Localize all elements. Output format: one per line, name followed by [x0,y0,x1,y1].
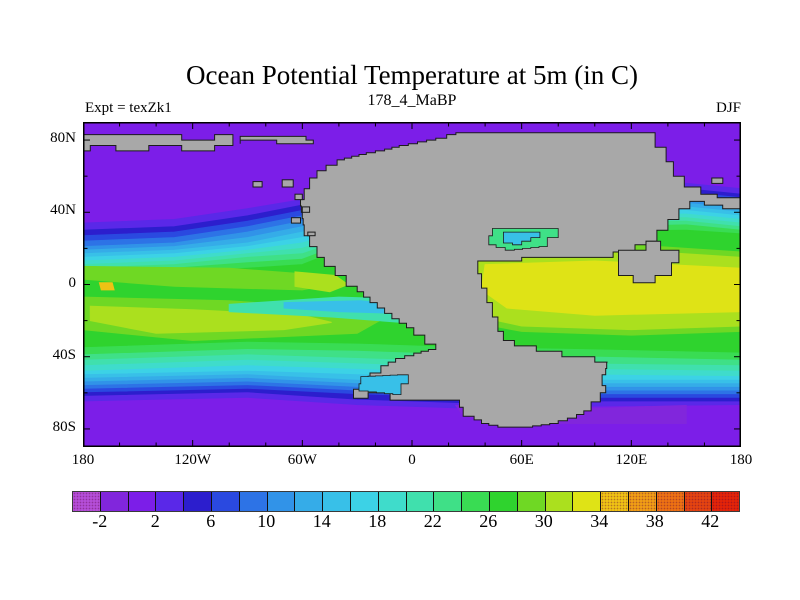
colorbar-cell [183,492,211,511]
y-tick-label: 40N [50,202,76,219]
colorbar [72,491,740,512]
tethys-bay-water-core [503,231,541,246]
colorbar-tick-label: 18 [368,511,387,531]
southwest-warm-core [89,305,332,334]
south-inlet-water [358,374,409,395]
plot-title: Ocean Potential Temperature at 5m (in C) [186,60,638,90]
x-tick-label: 60W [287,452,317,468]
map-layers [83,122,741,447]
plot-subtitle: 178_4_MaBP [367,92,457,109]
colorbar-cell [683,492,712,511]
colorbar-cell [349,492,378,511]
colorbar-cell [600,492,628,511]
plot-frame [83,122,741,447]
island [252,181,263,188]
colorbar-tick-label: 10 [257,511,276,531]
x-axis-labels: 180 120W 60W 0 60E 120E 180 [72,452,753,472]
contour-map [82,122,742,447]
x-tick-label: 120W [174,452,212,468]
colorbar-cell [322,492,350,511]
colorbar-tick-label: 26 [479,511,498,531]
island [281,179,294,188]
colorbar-cell [627,492,656,511]
colorbar-cell [572,492,601,511]
colorbar-tick-label: 42 [701,511,720,531]
pangaea-main [300,132,741,428]
colorbar-cell [433,492,462,511]
southeast-arm [618,240,680,284]
colorbar-tick-label: -2 [92,511,108,531]
y-tick-label: 40S [52,346,76,363]
colorbar-cell [210,492,239,511]
colorbar-cell [655,492,684,511]
colorbar-cell [266,492,295,511]
colorbar-cell [294,492,323,511]
island [290,217,301,224]
colorbar-tick-label: 22 [423,511,442,531]
y-tick-label: 80S [52,418,76,435]
colorbar-cell [516,492,545,511]
colorbar-tick-label: 14 [312,511,331,531]
x-tick-label: 0 [408,452,416,468]
colorbar-cell [488,492,517,511]
island [301,206,311,213]
y-tick-label: 80N [50,130,76,147]
x-tick-label: 60E [509,452,534,468]
westcoast-warm-patch [294,271,350,293]
colorbar-cell [238,492,267,511]
island [307,231,316,237]
colorbar-cell [461,492,489,511]
colorbar-tick-label: 30 [534,511,553,531]
experiment-label: Expt = texZk1 [85,100,172,116]
season-label: DJF [715,100,741,116]
colorbar-cell [127,492,156,511]
colorbar-cell [377,492,406,511]
tethys-warm-core [480,260,741,316]
colorbar-tick-label: 6 [206,511,216,531]
colorbar-cell [99,492,128,511]
colorbar-cell [73,492,100,511]
island [711,177,724,184]
y-axis-labels: 80N 40N 0 40S 80S [0,0,80,600]
north-polar-strip-west [83,134,234,152]
colorbar-cell [155,492,184,511]
colorbar-tick-label: 34 [590,511,609,531]
x-tick-label: 180 [71,452,95,468]
map-panel [82,122,742,447]
colorbar-tick-label: 38 [645,511,664,531]
north-polar-strip-east [239,135,314,145]
far-west-warm-spot [98,282,115,291]
colorbar-cell [544,492,573,511]
island [294,193,303,201]
x-tick-label: 120E [615,452,648,468]
colorbar-tick-label: 2 [150,511,160,531]
colorbar-cell [711,492,740,511]
y-tick-label: 0 [68,274,77,291]
colorbar-cell [405,492,434,511]
x-tick-label: 180 [729,452,753,468]
colorbar-labels: -2 2 6 10 14 18 22 26 30 34 38 42 [72,511,738,535]
